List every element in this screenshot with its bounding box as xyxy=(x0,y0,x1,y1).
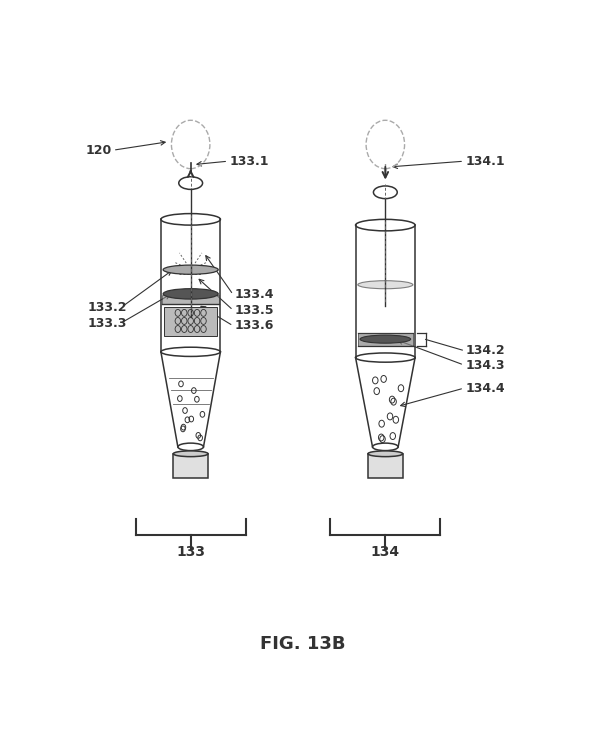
Ellipse shape xyxy=(360,335,411,343)
Text: 133.5: 133.5 xyxy=(234,304,274,317)
FancyBboxPatch shape xyxy=(164,307,217,336)
Text: 134.1: 134.1 xyxy=(466,155,505,168)
FancyBboxPatch shape xyxy=(368,454,402,478)
Text: FIG. 13B: FIG. 13B xyxy=(260,635,346,653)
Text: 134.3: 134.3 xyxy=(466,358,505,372)
Text: 120: 120 xyxy=(85,144,112,157)
Text: 134.4: 134.4 xyxy=(466,381,505,395)
FancyBboxPatch shape xyxy=(173,454,208,478)
Text: 133: 133 xyxy=(176,545,205,560)
Text: 133.6: 133.6 xyxy=(234,319,274,332)
Ellipse shape xyxy=(163,289,218,299)
Text: 134: 134 xyxy=(371,545,400,560)
Text: 133.3: 133.3 xyxy=(87,316,127,330)
Text: 134.2: 134.2 xyxy=(466,343,505,357)
Text: 133.2: 133.2 xyxy=(87,301,127,314)
FancyBboxPatch shape xyxy=(163,295,219,304)
FancyBboxPatch shape xyxy=(358,333,413,346)
Ellipse shape xyxy=(358,280,413,289)
Ellipse shape xyxy=(368,451,402,456)
Text: 133.1: 133.1 xyxy=(229,155,269,168)
Ellipse shape xyxy=(163,265,218,275)
Ellipse shape xyxy=(173,451,208,456)
Text: 133.4: 133.4 xyxy=(234,288,274,301)
